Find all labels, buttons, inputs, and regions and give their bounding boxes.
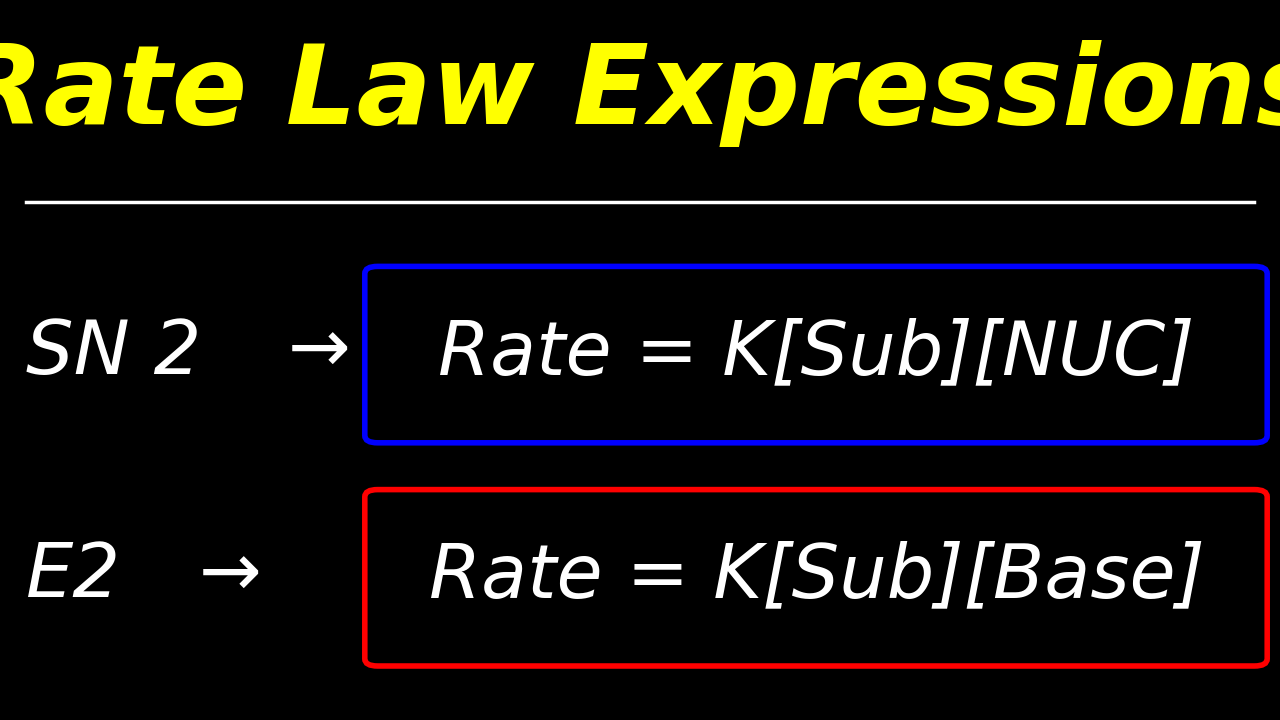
FancyBboxPatch shape (365, 266, 1267, 443)
Text: →: → (198, 539, 261, 613)
Text: →: → (288, 316, 351, 390)
FancyBboxPatch shape (365, 490, 1267, 666)
Text: Rate Law Expressions: Rate Law Expressions (0, 40, 1280, 147)
Text: Rate = K[Sub][NUC]: Rate = K[Sub][NUC] (438, 317, 1196, 389)
Text: SN 2: SN 2 (26, 317, 201, 389)
Text: Rate = K[Sub][Base]: Rate = K[Sub][Base] (429, 540, 1204, 612)
Text: E2: E2 (26, 540, 120, 612)
